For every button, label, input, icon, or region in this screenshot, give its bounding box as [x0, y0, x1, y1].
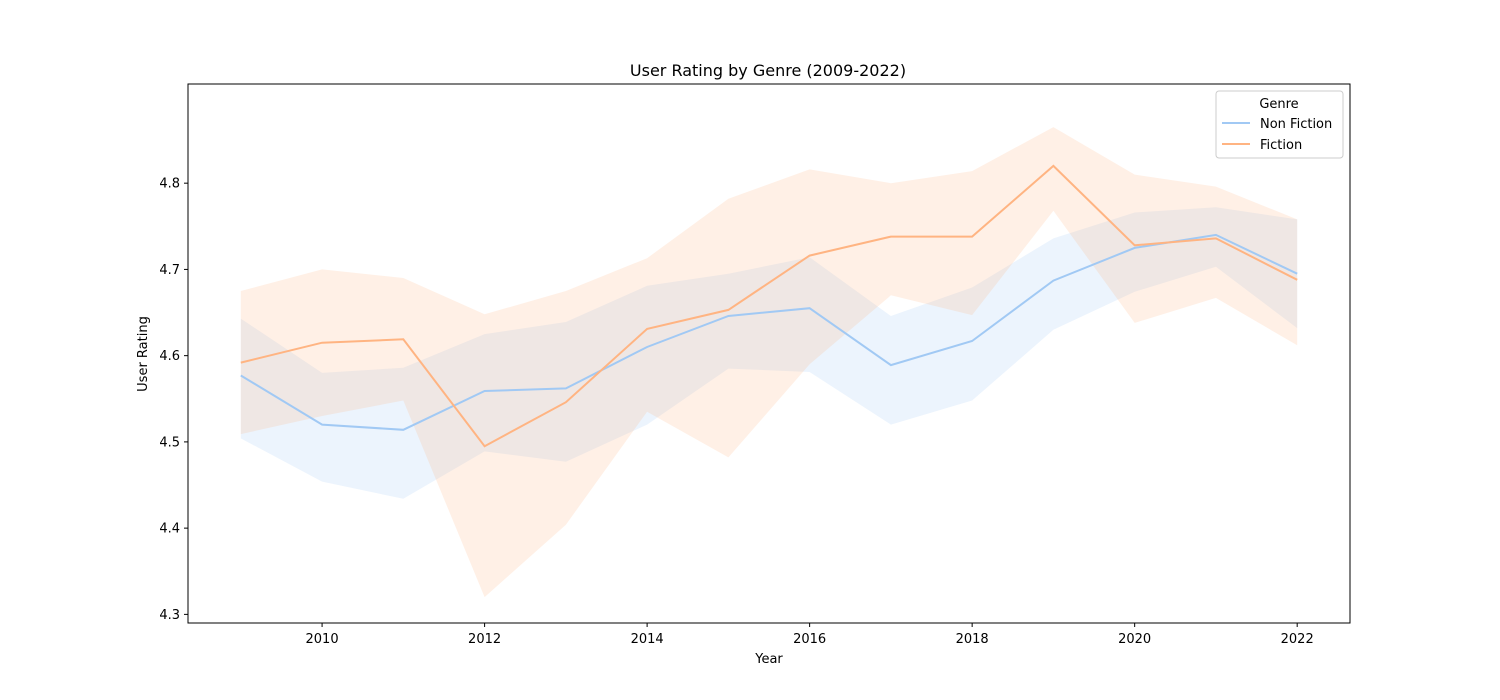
series-line-fiction	[240, 164, 1298, 448]
ci-band-non-fiction	[240, 207, 1298, 499]
legend-box	[1215, 90, 1344, 159]
x-tick-label: 2012	[468, 632, 501, 647]
x-tick-label: 2018	[956, 632, 989, 647]
y-axis-label: User Rating	[136, 316, 151, 392]
y-tick-label: 4.8	[159, 177, 180, 192]
y-tick-label: 4.6	[159, 349, 180, 364]
x-tick-label: 2016	[793, 632, 826, 647]
legend: Genre Non Fiction Fiction	[1215, 90, 1344, 159]
series-line-non-fiction	[240, 233, 1298, 431]
plot-frame	[187, 83, 1351, 624]
x-tick-label: 2022	[1281, 632, 1314, 647]
y-tick-label: 4.5	[159, 435, 180, 450]
x-axis: 2010 2012 2014 2016 2018 2020 2022	[306, 623, 1314, 647]
ci-band-fiction	[240, 127, 1298, 598]
legend-label-fiction: Fiction	[1260, 138, 1302, 153]
x-tick-label: 2014	[631, 632, 664, 647]
x-axis-label: Year	[754, 652, 783, 667]
y-tick-label: 4.3	[159, 608, 180, 623]
y-tick-label: 4.4	[159, 522, 180, 537]
legend-title: Genre	[1259, 97, 1298, 112]
confidence-bands	[240, 127, 1298, 598]
legend-label-non-fiction: Non Fiction	[1260, 117, 1332, 132]
x-tick-label: 2020	[1118, 632, 1151, 647]
x-tick-label: 2010	[306, 632, 339, 647]
y-axis: 4.3 4.4 4.5 4.6 4.7 4.8	[159, 177, 188, 623]
chart-title: User Rating by Genre (2009-2022)	[630, 61, 906, 80]
y-tick-label: 4.7	[159, 263, 180, 278]
series-lines	[240, 164, 1298, 448]
